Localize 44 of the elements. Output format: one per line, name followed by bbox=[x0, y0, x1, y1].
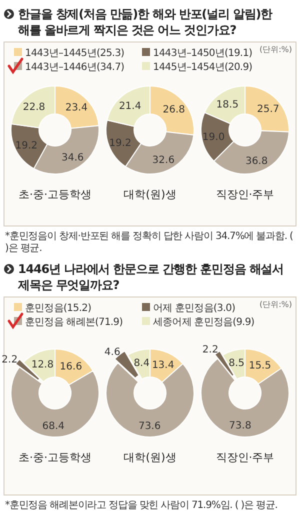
data-label: 2.2 bbox=[2, 354, 18, 366]
data-label: 22.8 bbox=[22, 102, 46, 113]
data-label: 73.8 bbox=[229, 420, 252, 432]
text: 초·중·고등학생 bbox=[18, 451, 92, 464]
legend-label: 1443년–1445년(25.3) bbox=[25, 48, 125, 59]
data-label: 36.8 bbox=[245, 156, 268, 167]
data-label: 8.4 bbox=[134, 358, 150, 370]
data-label: 32.6 bbox=[152, 155, 175, 166]
text: (단위:%) bbox=[259, 300, 292, 309]
data-label: 15.5 bbox=[248, 360, 272, 372]
text: *훈민정음 해례본이라고 정답을 맞힌 사람이 71.9%임. ( )은 평균. bbox=[5, 500, 278, 511]
data-label: 12.8 bbox=[31, 360, 54, 371]
data-label: 19.2 bbox=[109, 138, 132, 149]
text: 초·중·고등학생 bbox=[18, 188, 92, 201]
legend-label: 훈민정음 해례본(71.9) bbox=[25, 317, 124, 328]
legend-label: 세종어제 훈민정음(9.9) bbox=[153, 317, 255, 328]
data-label: 23.4 bbox=[65, 102, 88, 114]
data-label: 2.2 bbox=[202, 344, 218, 356]
legend-label: 1443년–1446년(34.7) bbox=[25, 62, 125, 73]
data-label: 21.4 bbox=[118, 100, 142, 112]
data-label: 13.4 bbox=[152, 360, 174, 371]
data-label: 68.4 bbox=[42, 420, 65, 432]
data-label: 25.7 bbox=[256, 104, 280, 115]
data-label: 8.5 bbox=[228, 358, 245, 370]
data-label: 26.8 bbox=[162, 104, 186, 116]
chart-title: 한글을 창제(처음 만듦)한 해와 반포(널리 알림)한 해를 올바르게 짝지은 것은 어느 것인가요? bbox=[18, 7, 273, 37]
legend-label: 훈민정음(15.2) bbox=[25, 303, 92, 314]
text: *훈민정음이 창제·반포된 해를 정확히 답한 사람이 34.7%에 불과함. ( )은 평균. bbox=[5, 231, 294, 254]
text: 직장인·주부 bbox=[216, 451, 274, 464]
data-label: 4.6 bbox=[104, 346, 120, 358]
data-label: 19.2 bbox=[15, 140, 38, 152]
text: 대학(원)생 bbox=[124, 188, 176, 201]
data-label: 18.5 bbox=[216, 99, 239, 110]
legend-label: 1443년–1450년(19.1) bbox=[153, 48, 253, 59]
legend-label: 1445년–1454년(20.9) bbox=[153, 62, 253, 73]
text: 직장인·주부 bbox=[216, 188, 274, 201]
data-label: 19.0 bbox=[202, 132, 225, 143]
text: (단위:%) bbox=[259, 45, 292, 54]
data-label: 16.6 bbox=[60, 361, 82, 372]
chart-title: 1446년 나라에서 한문으로 간행한 훈민정음 해설서 제목은 무엇일까요? bbox=[17, 262, 284, 292]
data-label: 73.6 bbox=[138, 420, 161, 432]
text: 대학(원)생 bbox=[124, 451, 176, 464]
legend-label: 어제 훈민정음(3.0) bbox=[153, 303, 236, 314]
data-label: 34.6 bbox=[62, 152, 84, 164]
